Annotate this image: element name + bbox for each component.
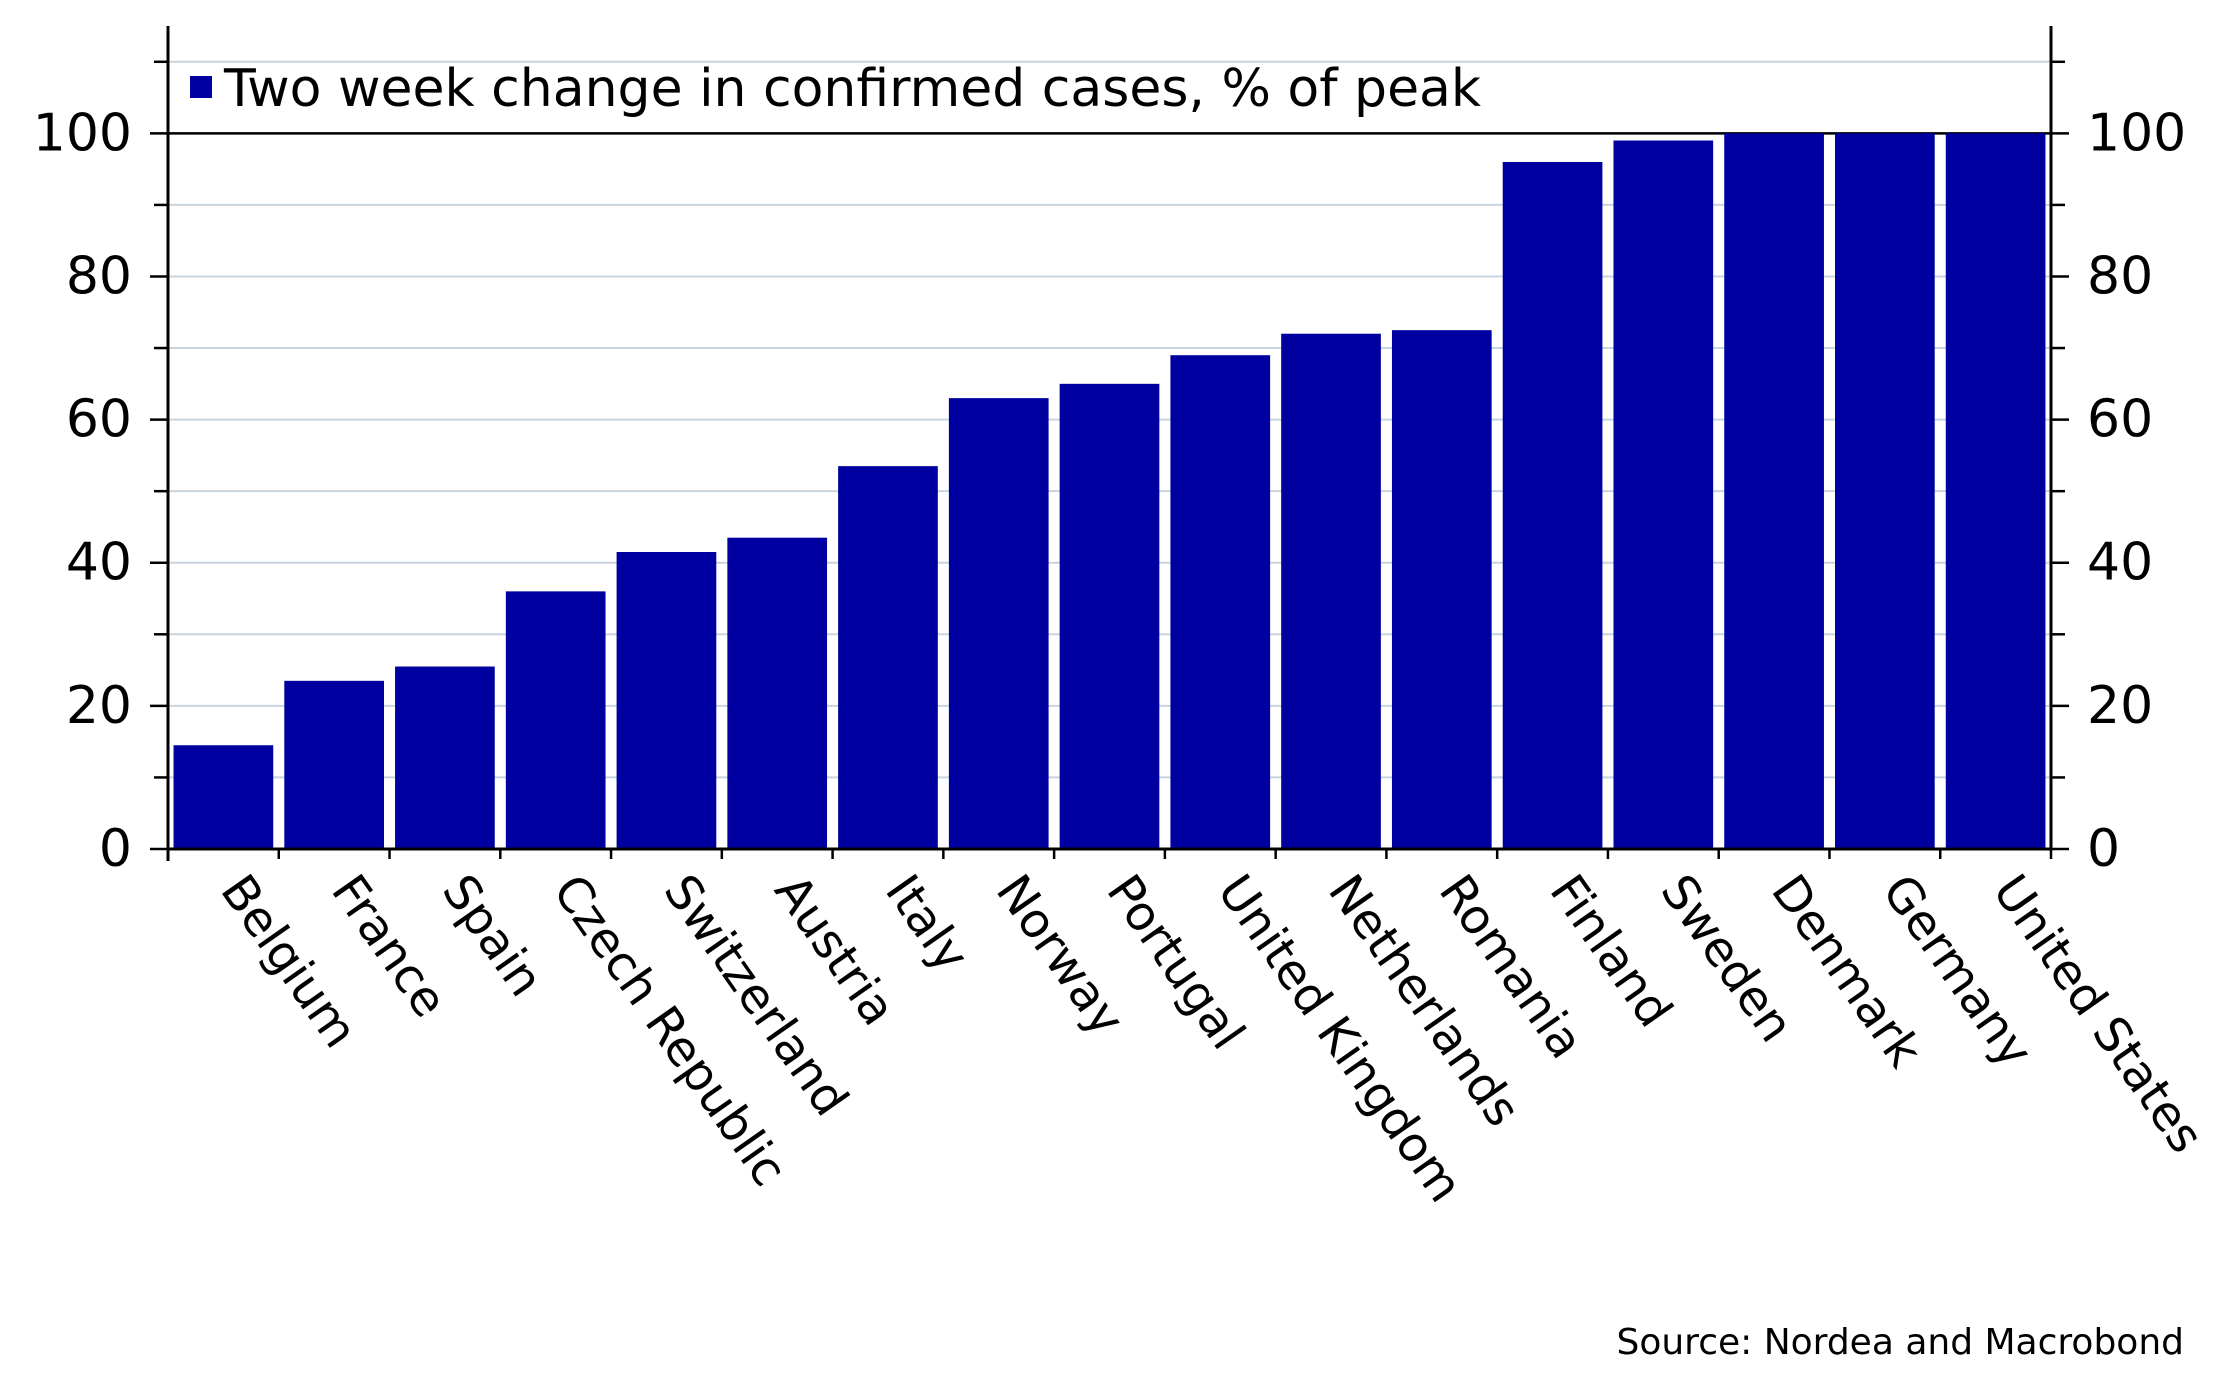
bar-france — [284, 680, 384, 849]
bar-norway — [948, 398, 1049, 849]
bar-italy — [838, 466, 938, 849]
legend: Two week change in confirmed cases, % of… — [190, 59, 1481, 119]
bar-netherlands — [1281, 333, 1381, 849]
right-y-tick-label: 0 — [2087, 819, 2120, 879]
source-note: Source: Nordea and Macrobond — [1616, 1322, 2184, 1363]
right-y-tick-label: 100 — [2087, 103, 2186, 163]
bar-portugal — [1059, 383, 1160, 849]
right-y-tick-label: 20 — [2087, 676, 2153, 736]
bar-belgium — [173, 745, 274, 849]
axes — [150, 26, 2069, 861]
bar-czech-republic — [505, 591, 606, 849]
legend-label: Two week change in confirmed cases, % of… — [223, 59, 1481, 119]
left-y-tick-label: 100 — [33, 103, 132, 163]
left-y-tick-labels: 0 20 40 60 80 100 — [33, 103, 132, 879]
bar-united-kingdom — [1170, 355, 1271, 849]
bar-sweden — [1613, 140, 1714, 850]
bar-romania — [1391, 330, 1492, 849]
bar-united-states — [1945, 133, 2046, 849]
bar-denmark — [1724, 133, 1824, 849]
bars — [173, 133, 2046, 850]
legend-swatch — [190, 76, 212, 98]
x-tick-label: Italy — [874, 865, 980, 982]
right-y-tick-label: 40 — [2087, 533, 2153, 593]
left-y-tick-label: 80 — [66, 246, 132, 306]
bar-austria — [727, 537, 828, 849]
left-y-tick-label: 60 — [66, 390, 132, 450]
bar-spain — [395, 666, 495, 849]
bar-finland — [1502, 161, 1603, 850]
left-y-tick-label: 40 — [66, 533, 132, 593]
right-y-tick-labels: 0 20 40 60 80 100 — [2087, 103, 2186, 879]
right-y-tick-label: 80 — [2087, 246, 2153, 306]
bar-switzerland — [616, 552, 717, 849]
left-y-tick-label: 0 — [99, 819, 132, 879]
bar-germany — [1835, 133, 1935, 849]
left-y-tick-label: 20 — [66, 676, 132, 736]
right-y-tick-label: 60 — [2087, 390, 2153, 450]
